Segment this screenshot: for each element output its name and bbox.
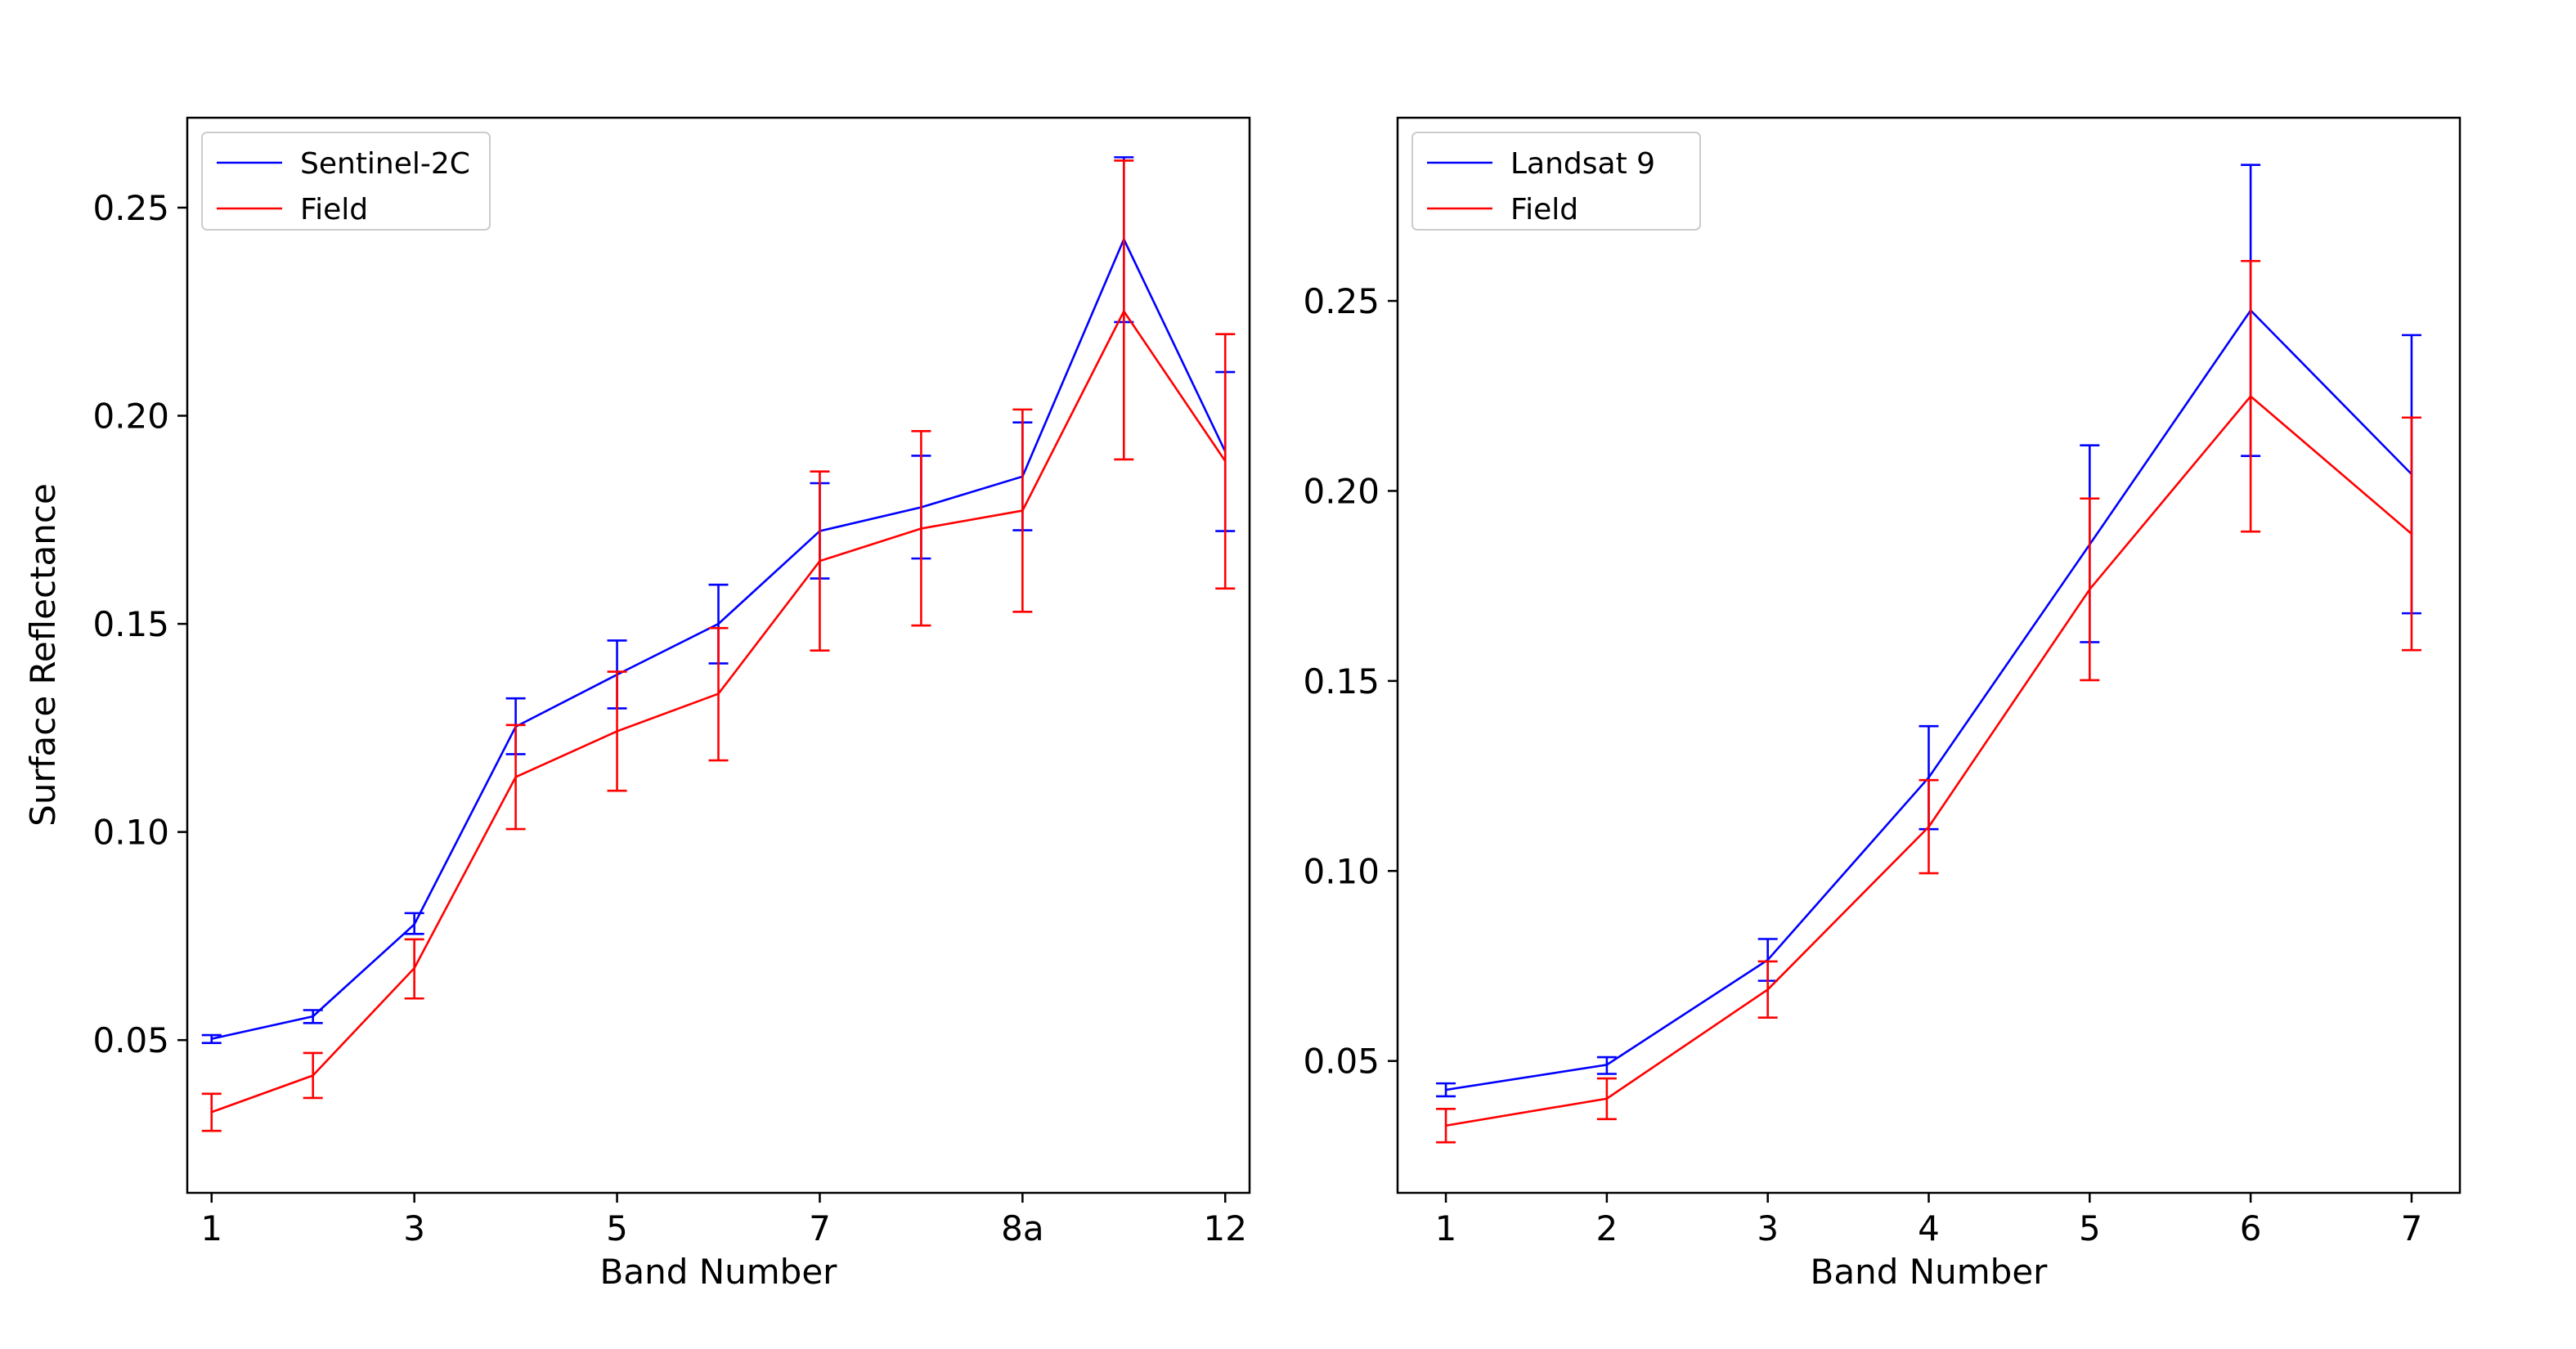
y-tick-label: 0.15 xyxy=(1303,661,1380,701)
y-tick-label: 0.05 xyxy=(1303,1042,1380,1082)
y-tick-label: 0.20 xyxy=(1303,471,1380,511)
series-field xyxy=(201,159,1236,1132)
y-tick-label: 0.20 xyxy=(92,397,169,437)
legend-label: Sentinel-2C xyxy=(300,147,470,181)
legend-label: Landsat 9 xyxy=(1510,147,1655,181)
right-x-axis-label: Band Number xyxy=(1811,1252,2049,1292)
x-tick-label: 2 xyxy=(1595,1208,1618,1248)
legend-box xyxy=(201,132,491,231)
x-tick-label: 6 xyxy=(2240,1208,2262,1248)
x-tick-label: 7 xyxy=(2401,1208,2423,1248)
y-tick-label: 0.10 xyxy=(92,813,169,853)
series-field xyxy=(1436,259,2421,1144)
x-tick-label: 7 xyxy=(809,1208,831,1248)
y-tick-label: 0.10 xyxy=(1303,851,1380,891)
x-tick-label: 3 xyxy=(403,1208,425,1248)
left-legend: Sentinel-2C Field xyxy=(201,132,491,231)
legend-label: Field xyxy=(300,193,368,226)
right-plot-marks xyxy=(1436,164,2421,1144)
chart-right: 1 2 3 4 5 6 7 0.05 0.10 0.15 0.20 0.25 Band Number… xyxy=(1303,116,2462,1292)
x-tick-label: 5 xyxy=(2079,1208,2101,1248)
y-tick-label: 0.25 xyxy=(92,188,169,228)
x-tick-label: 8a xyxy=(1001,1208,1043,1248)
x-tick-label: 1 xyxy=(1435,1208,1457,1248)
x-tick-label: 3 xyxy=(1757,1208,1779,1248)
right-legend: Landsat 9 Field xyxy=(1411,132,1701,231)
series-line xyxy=(211,309,1227,1114)
left-x-axis-label: Band Number xyxy=(600,1252,838,1292)
legend-box xyxy=(1411,132,1701,231)
left-y-axis-label: Surface Reflectance xyxy=(23,483,63,827)
y-tick-label: 0.25 xyxy=(1303,281,1380,321)
left-plot-marks xyxy=(201,156,1236,1132)
right-x-ticks: 1 2 3 4 5 6 7 xyxy=(1435,1193,2423,1248)
x-tick-label: 12 xyxy=(1204,1208,1247,1248)
y-tick-label: 0.15 xyxy=(92,604,169,644)
legend-label: Field xyxy=(1510,193,1578,226)
x-tick-label: 5 xyxy=(606,1208,628,1248)
x-tick-label: 1 xyxy=(200,1208,222,1248)
left-plot-frame xyxy=(186,116,1251,1194)
left-y-ticks: 0.05 0.10 0.15 0.20 0.25 xyxy=(92,188,187,1060)
left-x-ticks: 1 3 5 7 8a 12 xyxy=(200,1193,1247,1248)
series-line xyxy=(1445,394,2412,1127)
chart-left: 1 3 5 7 8a 12 0.05 0.10 0.15 0.20 0.25 Band Numbe… xyxy=(23,116,1251,1292)
series-line xyxy=(211,236,1227,1040)
right-y-ticks: 0.05 0.10 0.15 0.20 0.25 xyxy=(1303,281,1398,1082)
x-tick-label: 4 xyxy=(1918,1208,1940,1248)
y-tick-label: 0.05 xyxy=(92,1020,169,1060)
